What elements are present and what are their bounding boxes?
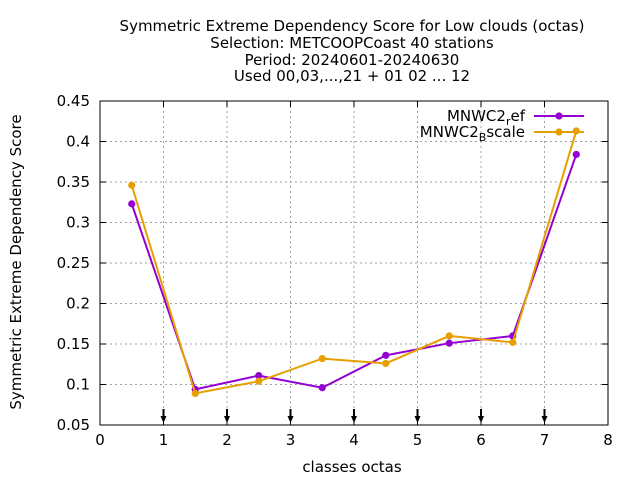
series-line: [130, 154, 578, 391]
legend-label: MNWC2Bscale: [420, 123, 525, 144]
legend-swatch-point: [555, 112, 563, 120]
data-point: [191, 389, 199, 398]
legend-item-1: MNWC2ref: [447, 107, 584, 128]
title-line-2: Selection: METCOOPCoast 40 stations: [210, 34, 494, 52]
y-tick-label: 0.1: [66, 376, 90, 394]
data-point: [382, 359, 390, 368]
data-point: [572, 150, 580, 159]
data-point: [255, 371, 263, 380]
y-tick-label: 0.15: [57, 335, 90, 353]
x-axis-label: classes octas: [302, 458, 402, 476]
series-2: [128, 127, 580, 398]
x-tick-label: 2: [222, 431, 232, 449]
legend-item-2: MNWC2Bscale: [420, 123, 584, 144]
data-point: [318, 384, 326, 392]
series-line: [130, 130, 578, 395]
y-tick-label: 0.05: [57, 416, 90, 434]
y-tick-label: 0.25: [57, 254, 90, 272]
data-point: [572, 127, 580, 135]
series-layer: [128, 127, 580, 398]
y-tick-label: 0.35: [57, 173, 90, 191]
x-tick-label: 7: [540, 431, 550, 449]
data-point: [445, 332, 453, 340]
title-line-3: Period: 20240601-20240630: [245, 51, 460, 69]
legend-swatch-point: [555, 128, 563, 136]
data-point: [318, 354, 326, 363]
title-line-4: Used 00,03,...,21 + 01 02 ... 12: [234, 67, 470, 85]
x-tick-label: 4: [349, 431, 359, 449]
y-tick-label: 0.45: [57, 92, 90, 110]
x-tick-label: 0: [95, 431, 105, 449]
grid: [100, 101, 608, 425]
data-point: [382, 351, 390, 359]
data-point: [445, 339, 453, 347]
title-line-1: Symmetric Extreme Dependency Score for L…: [120, 17, 585, 35]
y-tick-label: 0.4: [66, 133, 90, 151]
x-tick-label: 1: [159, 431, 169, 449]
x-tick-label: 3: [286, 431, 296, 449]
data-point: [509, 338, 517, 346]
y-axis-label: Symmetric Extreme Dependency Score: [7, 114, 25, 409]
data-point: [128, 200, 136, 208]
plot-frame: [99, 100, 609, 426]
data-point: [128, 181, 136, 189]
data-point: [255, 377, 263, 385]
chart-title: Symmetric Extreme Dependency Score for L…: [120, 17, 585, 85]
y-tick-label: 0.3: [66, 214, 90, 232]
x-tick-label: 5: [413, 431, 423, 449]
x-tick-label: 8: [603, 431, 613, 449]
x-tick-label: 6: [476, 431, 486, 449]
legend-label: MNWC2ref: [447, 107, 526, 128]
y-tick-label: 0.2: [66, 295, 90, 313]
ticks: 0.05 0.1 0.15 0.2 0.25 0.3 0.35 0.4 0.45 0 1 2 3 4 5 6 7…: [57, 92, 613, 449]
